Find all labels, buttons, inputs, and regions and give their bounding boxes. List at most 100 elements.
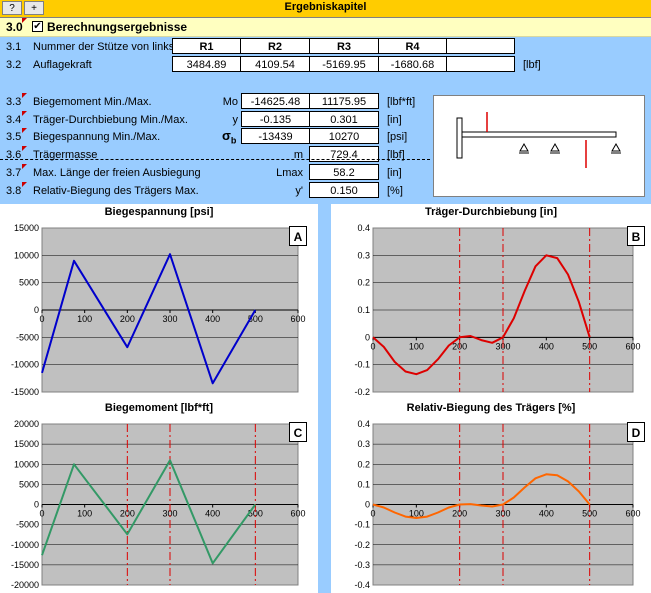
stress-min: -13439 [241,128,310,144]
x-tick-label: 400 [205,509,220,519]
support-header: R3 [309,38,379,54]
section-checkbox[interactable]: ✔ [32,21,43,32]
wall-support-icon [456,117,463,159]
y-tick-label: 0 [365,500,370,510]
moment-symbol: Mo [222,96,238,108]
comment-marker-icon [22,128,27,133]
row-number: 3.6 [6,149,22,161]
support-value-empty [446,56,515,72]
row-number: 3.4 [6,114,22,126]
y-tick-label: 15000 [14,223,39,233]
x-tick-label: 0 [370,509,375,519]
y-tick-label: -0.4 [354,580,370,590]
x-tick-label: 400 [205,314,220,324]
x-tick-label: 100 [409,509,424,519]
row-label: Träger-Durchbiebung Min./Max. [33,114,188,126]
chart-letter-badge: B [627,226,645,246]
chart-title: Träger-Durchbiebung [in] [425,206,557,218]
x-tick-label: 300 [162,314,177,324]
y-tick-label: 0.4 [357,223,370,233]
row-label: Relativ-Biegung des Trägers Max. [33,185,199,197]
moment-unit: [lbf*ft] [387,96,416,108]
x-tick-label: 500 [582,509,597,519]
y-tick-label: 0.4 [357,419,370,429]
y-tick-label: 5000 [19,479,39,489]
x-tick-label: 500 [248,314,263,324]
support-value: -1680.68 [378,56,447,72]
support-header-empty [446,38,515,54]
moment-min: -14625.48 [241,93,310,109]
mass-unit: [lbf] [387,149,405,161]
support-unit: [lbf] [523,59,541,71]
x-tick-label: 500 [248,509,263,519]
y-tick-label: -15000 [11,387,39,397]
chart-panel-b: Träger-Durchbiebung [in] -0.2 -0.1 0 0.1 0.2… [331,204,651,400]
deflection-symbol: y [232,114,239,126]
y-tick-label: -0.3 [354,560,370,570]
chart-letter-badge: D [627,422,645,442]
support-value: -5169.95 [309,56,379,72]
divider [0,159,430,160]
series-line [372,254,591,376]
comment-marker-icon [22,93,27,98]
y-tick-label: -0.1 [354,520,370,530]
x-tick-label: 100 [409,341,424,351]
y-tick-label: 0 [365,332,370,342]
chart-svg: -20000-15000-10000-500005000100001500020… [11,419,306,590]
page-title: Ergebniskapitel [284,1,367,13]
relative-unit: [%] [387,185,403,197]
x-tick-label: 0 [39,509,44,519]
x-tick-label: 600 [625,341,640,351]
free-length-symbol: Lmax [276,167,303,179]
y-tick-label: -15000 [11,560,39,570]
series-line [41,253,257,385]
comment-marker-icon [22,164,27,169]
x-tick-label: 300 [162,509,177,519]
support-header: R1 [172,38,241,54]
chart-title: Biegespannung [psi] [104,206,214,218]
y-tick-label: -5000 [16,520,39,530]
x-tick-label: 0 [39,314,44,324]
y-tick-label: -20000 [11,580,39,590]
free-length-unit: [in] [387,167,402,179]
y-tick-label: -10000 [11,540,39,550]
y-tick-label: 0.1 [357,305,370,315]
y-tick-label: 0.2 [357,459,370,469]
chart-svg: -0.4-0.3-0.2-0.100.10.20.30.40 100 200 300 4… [354,419,640,590]
row-number: 3.3 [6,96,22,108]
beam-icon [461,131,617,138]
add-button[interactable]: + [24,1,44,15]
relative-value: 0.150 [309,182,379,198]
support-value: 3484.89 [172,56,241,72]
row-number: 3.8 [6,185,22,197]
title-bar [0,0,651,18]
row-label: Auflagekraft [33,59,92,71]
chart-title: Relativ-Biegung des Trägers [%] [406,402,576,414]
x-tick-label: 100 [77,314,92,324]
support-header: R4 [378,38,447,54]
y-tick-label: -5000 [16,332,39,342]
row-label: Trägermasse [33,149,98,161]
chart-panel-c: Biegemoment [lbf*ft] -20000 -15000 -10000 -… [0,400,318,593]
section-header [0,18,651,37]
y-tick-label: -10000 [11,360,39,370]
beam-diagram-svg [456,112,621,168]
row-number: 3.5 [6,131,22,143]
roller-support-icon [611,142,621,152]
y-tick-label: 0.3 [357,250,370,260]
y-tick-label: 0.3 [357,439,370,449]
x-tick-label: 300 [495,509,510,519]
comment-marker-icon [22,146,27,151]
y-tick-label: 0 [34,305,39,315]
section-number: 3.0 [6,20,23,34]
help-button[interactable]: ? [2,1,22,15]
x-tick-label: 200 [120,509,135,519]
chart-panel-a: Biegespannung [psi] -15000 -10000 -5000 0 50… [0,204,318,400]
chart-letter-badge: A [289,226,307,246]
mass-value: 729.4 [309,146,379,162]
deflection-min: -0.135 [241,111,310,127]
mass-symbol: m [293,149,303,161]
free-length-value: 58.2 [309,164,379,180]
y-tick-label: -0.2 [354,387,370,397]
comment-marker-icon [22,182,27,187]
